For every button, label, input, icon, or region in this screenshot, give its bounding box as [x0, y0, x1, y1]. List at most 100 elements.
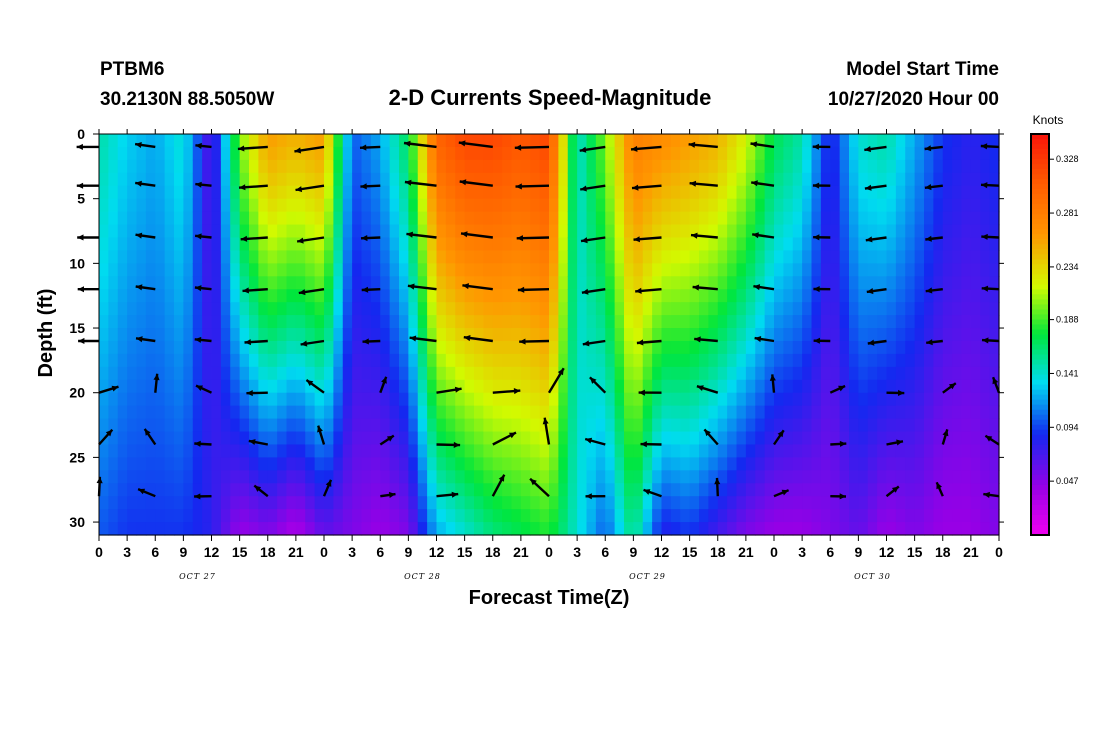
heatmap-cell [314, 457, 325, 471]
heatmap-cell [867, 302, 878, 316]
heatmap-cell [970, 340, 981, 355]
heatmap-cell [567, 302, 578, 316]
heatmap-cell [108, 366, 119, 381]
heatmap-cell [539, 250, 550, 264]
heatmap-cell [455, 522, 466, 536]
heatmap-cell [192, 353, 203, 368]
heatmap-cell [530, 366, 541, 381]
heatmap-cell [202, 315, 213, 329]
heatmap-cell [914, 366, 925, 381]
x-tick-label: 9 [854, 544, 862, 560]
heatmap-cell [886, 392, 897, 407]
heatmap-cell [699, 263, 709, 277]
colorbar-segment [1031, 439, 1049, 446]
heatmap-cell [474, 522, 484, 536]
heatmap-cell [230, 263, 241, 277]
heatmap-cell [727, 159, 738, 174]
heatmap-cell [483, 289, 494, 303]
heatmap-cell [549, 366, 559, 381]
heatmap-cell [286, 431, 297, 446]
current-vector-head [300, 340, 308, 347]
heatmap-cell [839, 289, 850, 303]
heatmap-cell [980, 198, 991, 213]
heatmap-cell [558, 431, 569, 446]
heatmap-cell [811, 509, 822, 523]
heatmap-cell [914, 263, 925, 277]
heatmap-cell [277, 418, 288, 433]
heatmap-cell [445, 483, 456, 497]
heatmap-cell [670, 146, 681, 161]
heatmap-cell [267, 457, 278, 471]
heatmap-cell [155, 483, 166, 497]
heatmap-cell [858, 340, 869, 355]
heatmap-cell [380, 392, 391, 407]
current-vector-head [237, 145, 245, 152]
heatmap-cell [577, 185, 588, 200]
heatmap-cell [230, 340, 241, 355]
heatmap-cell [136, 211, 147, 226]
heatmap-cell [924, 522, 934, 536]
heatmap-cell [333, 237, 344, 252]
heatmap-cell [933, 315, 944, 329]
heatmap-cell [952, 211, 963, 226]
heatmap-cell [174, 366, 184, 381]
heatmap-cell [924, 340, 934, 355]
heatmap-cell [352, 250, 363, 264]
heatmap-cell [624, 250, 634, 264]
heatmap-cell [192, 444, 203, 458]
heatmap-cell [652, 289, 663, 303]
heatmap-cell [820, 211, 831, 226]
heatmap-cell [520, 302, 531, 316]
heatmap-cell [155, 509, 166, 523]
heatmap-cell [174, 496, 184, 510]
heatmap-cell [567, 328, 578, 342]
heatmap-cell [783, 289, 794, 303]
heatmap-cell [502, 263, 513, 277]
heatmap-cell [708, 522, 719, 536]
colorbar-segment [1031, 524, 1049, 531]
heatmap-cell [577, 302, 588, 316]
heatmap-cell [952, 159, 963, 174]
current-vector-head [360, 183, 367, 190]
heatmap-cell [164, 172, 175, 187]
heatmap-cell [267, 405, 278, 420]
heatmap-cell [492, 444, 503, 458]
heatmap-cell [811, 146, 822, 161]
heatmap-cell [905, 134, 916, 148]
heatmap-cell [633, 315, 644, 329]
heatmap-cell [492, 159, 503, 174]
heatmap-cell [502, 418, 513, 433]
x-tick-label: 12 [204, 544, 220, 560]
heatmap-cell [333, 263, 344, 277]
heatmap-cell [980, 509, 991, 523]
heatmap-cell [352, 444, 363, 458]
heatmap-cell [980, 289, 991, 303]
heatmap-cell [924, 250, 934, 264]
heatmap-cell [530, 509, 541, 523]
heatmap-cell [520, 159, 531, 174]
heatmap-cell [783, 159, 794, 174]
current-vector-head [812, 143, 819, 150]
heatmap-cell [389, 509, 400, 523]
heatmap-cell [595, 470, 606, 484]
current-vector-head [515, 183, 522, 190]
heatmap-cell [670, 224, 681, 239]
heatmap-cell [942, 289, 953, 303]
heatmap-cell [267, 250, 278, 264]
heatmap-cell [895, 392, 906, 407]
heatmap-cell [455, 470, 466, 484]
heatmap-cell [755, 328, 766, 342]
heatmap-cell [811, 250, 822, 264]
heatmap-cell [905, 185, 916, 200]
heatmap-cell [427, 444, 438, 458]
heatmap-cell [614, 134, 625, 148]
heatmap-cell [924, 159, 934, 174]
heatmap-cell [314, 483, 325, 497]
heatmap-cell [755, 366, 766, 381]
heatmap-cell [614, 250, 625, 264]
heatmap-cell [699, 185, 709, 200]
current-vector-head [838, 385, 846, 392]
heatmap-cell [774, 522, 784, 536]
heatmap-cell [549, 224, 559, 239]
heatmap-cell [783, 172, 794, 187]
